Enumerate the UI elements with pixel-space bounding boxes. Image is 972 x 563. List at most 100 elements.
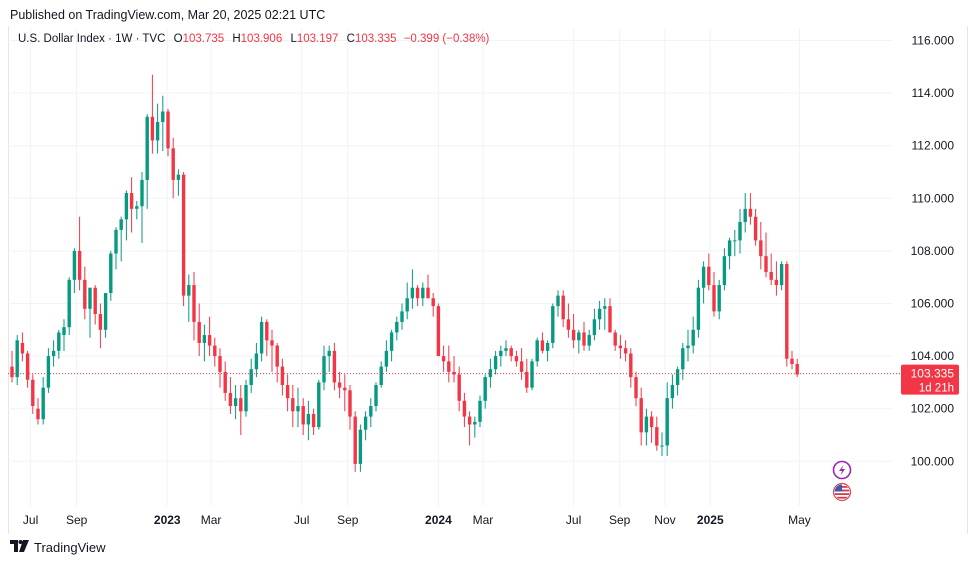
candle[interactable]	[743, 193, 747, 233]
candle[interactable]	[748, 193, 753, 225]
candle[interactable]	[145, 114, 149, 209]
candle[interactable]	[426, 274, 430, 299]
candle[interactable]	[135, 200, 139, 220]
candle[interactable]	[686, 329, 690, 362]
chart-frame[interactable]	[8, 26, 968, 534]
candle[interactable]	[280, 358, 285, 396]
candle[interactable]	[348, 385, 352, 430]
candle[interactable]	[785, 261, 789, 367]
symbol-legend[interactable]: U.S. Dollar Index · 1W · TVC O103.735 H1…	[18, 33, 489, 45]
candle[interactable]	[285, 374, 290, 412]
candle[interactable]	[790, 350, 794, 370]
candle[interactable]	[265, 319, 269, 357]
candle[interactable]	[779, 261, 784, 291]
candle[interactable]	[753, 208, 758, 246]
candle[interactable]	[187, 274, 191, 322]
candle[interactable]	[249, 358, 253, 393]
candle[interactable]	[306, 400, 311, 441]
candle[interactable]	[551, 303, 555, 349]
candle[interactable]	[114, 227, 118, 270]
candle[interactable]	[353, 411, 357, 472]
candle[interactable]	[764, 232, 768, 278]
candle[interactable]	[327, 345, 331, 372]
candle[interactable]	[363, 411, 368, 441]
candle[interactable]	[244, 379, 248, 417]
candle[interactable]	[322, 345, 326, 391]
candle[interactable]	[51, 340, 56, 367]
candle[interactable]	[374, 382, 378, 412]
candle[interactable]	[509, 345, 513, 362]
candle[interactable]	[655, 416, 659, 451]
last-price-tag[interactable]: 103.335 1d 21h	[901, 364, 959, 395]
candle[interactable]	[311, 408, 316, 435]
candle[interactable]	[31, 374, 35, 414]
candle[interactable]	[774, 261, 779, 296]
candle[interactable]	[493, 350, 498, 375]
candle[interactable]	[727, 237, 732, 270]
candle[interactable]	[457, 366, 461, 412]
candle[interactable]	[519, 348, 524, 380]
candle[interactable]	[343, 374, 347, 412]
candle[interactable]	[545, 340, 550, 362]
candle[interactable]	[717, 279, 721, 320]
candle[interactable]	[77, 216, 82, 291]
candle[interactable]	[410, 269, 415, 309]
candle[interactable]	[192, 271, 196, 341]
candle[interactable]	[597, 300, 602, 330]
candle[interactable]	[556, 290, 560, 317]
candle[interactable]	[467, 411, 472, 446]
candle[interactable]	[228, 377, 233, 414]
candle[interactable]	[317, 379, 321, 430]
candle[interactable]	[197, 303, 201, 357]
candle[interactable]	[171, 137, 175, 199]
candle[interactable]	[207, 316, 212, 357]
candle[interactable]	[530, 358, 534, 391]
candle[interactable]	[629, 348, 633, 388]
candle[interactable]	[275, 342, 279, 383]
candle[interactable]	[332, 342, 337, 391]
candle[interactable]	[504, 340, 508, 357]
candle[interactable]	[57, 329, 61, 359]
candle[interactable]	[759, 221, 763, 270]
candle[interactable]	[88, 287, 92, 338]
candle[interactable]	[384, 340, 389, 372]
candle[interactable]	[618, 335, 623, 359]
candle[interactable]	[665, 382, 669, 457]
candle[interactable]	[239, 385, 243, 435]
candle[interactable]	[161, 95, 165, 151]
candle[interactable]	[140, 172, 144, 244]
candle[interactable]	[20, 332, 25, 362]
candle[interactable]	[701, 261, 706, 304]
candle[interactable]	[93, 285, 97, 325]
candle[interactable]	[25, 350, 30, 388]
candle[interactable]	[478, 395, 482, 428]
candle[interactable]	[473, 416, 477, 438]
candle[interactable]	[447, 345, 451, 383]
candle[interactable]	[72, 248, 77, 293]
candle[interactable]	[675, 366, 680, 396]
candle[interactable]	[218, 348, 222, 388]
candle[interactable]	[483, 374, 487, 409]
candle[interactable]	[733, 229, 737, 257]
candle[interactable]	[155, 103, 160, 154]
candle[interactable]	[270, 329, 274, 372]
candle[interactable]	[577, 329, 581, 354]
candle[interactable]	[535, 337, 539, 367]
candle[interactable]	[119, 216, 123, 262]
candle[interactable]	[259, 316, 264, 362]
candle[interactable]	[36, 398, 40, 425]
candle[interactable]	[400, 303, 404, 330]
candle[interactable]	[181, 172, 186, 307]
candle[interactable]	[166, 108, 170, 157]
candle[interactable]	[644, 408, 649, 446]
candle[interactable]	[540, 332, 545, 354]
candle[interactable]	[566, 303, 571, 338]
candle[interactable]	[103, 292, 108, 338]
candle[interactable]	[649, 411, 654, 443]
candle[interactable]	[301, 398, 305, 435]
candle[interactable]	[499, 345, 503, 367]
candle[interactable]	[613, 329, 617, 351]
candle[interactable]	[660, 432, 664, 457]
candle[interactable]	[109, 250, 113, 301]
